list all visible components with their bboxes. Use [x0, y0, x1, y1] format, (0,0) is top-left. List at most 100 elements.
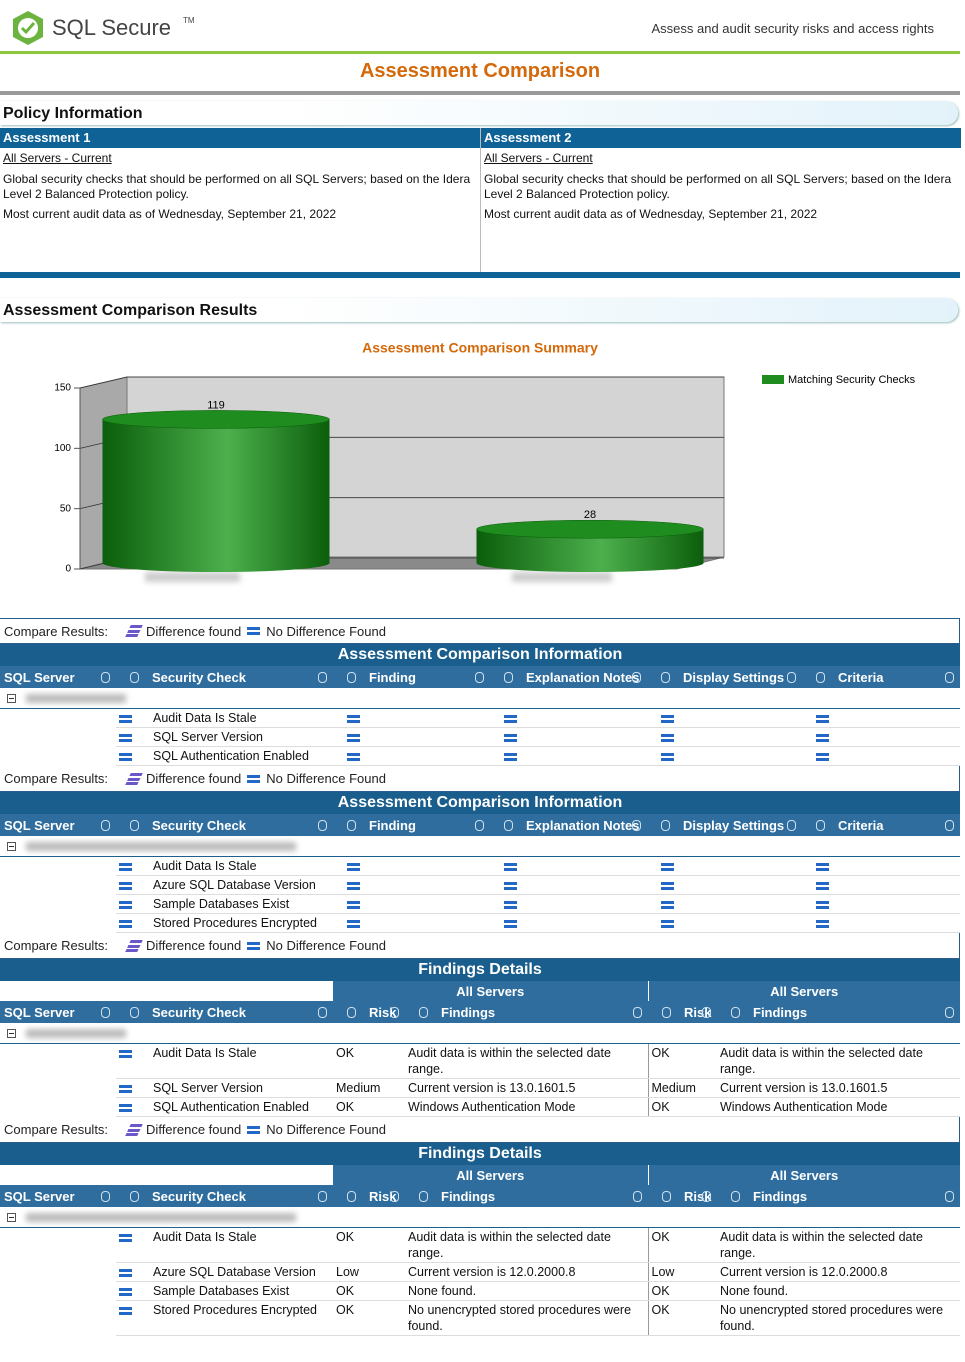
- status-icon: [119, 862, 132, 871]
- server-row: [0, 1207, 960, 1228]
- empty-cell: [0, 914, 116, 933]
- column-header: Security Check: [116, 814, 333, 836]
- column-header: Criteria: [802, 814, 960, 836]
- findings: Windows Authentication Mode: [717, 1097, 960, 1117]
- expand-toggle[interactable]: [7, 694, 16, 704]
- legend-label: Matching Security Checks: [788, 374, 916, 386]
- check-name: Stored Procedures Encrypted: [153, 916, 317, 930]
- column-label: Explanation Notes: [526, 669, 640, 685]
- section-title: Findings Details: [0, 1143, 960, 1165]
- risk: OK: [647, 1097, 717, 1117]
- check-name: SQL Server Version: [153, 730, 264, 744]
- sort-icon: [702, 1191, 711, 1202]
- status-cell: [802, 727, 960, 747]
- status-icon: [816, 881, 829, 890]
- compare-legend: Compare Results: Difference found No Diffe…: [0, 766, 960, 792]
- y-tick-label: 100: [54, 443, 71, 454]
- status-icon: [504, 714, 517, 723]
- column-header: Risk: [648, 1001, 717, 1023]
- value-label: 28: [584, 509, 596, 521]
- column-label: Display Settings: [683, 817, 785, 833]
- security-check: Stored Procedures Encrypted: [116, 913, 333, 933]
- sort-icon: [130, 672, 139, 683]
- status-icon: [347, 752, 360, 761]
- server-row: [0, 836, 960, 857]
- status-icon: [816, 900, 829, 909]
- status-icon: [661, 881, 674, 890]
- check-name: Stored Procedures Encrypted: [153, 1303, 317, 1317]
- status-cell: [490, 913, 647, 933]
- blurred-label: [512, 572, 612, 582]
- bar-top: [476, 519, 704, 539]
- sort-icon: [130, 1191, 139, 1202]
- status-cell: [802, 894, 960, 914]
- security-check: Audit Data Is Stale: [116, 856, 333, 876]
- policy-link[interactable]: All Servers - Current: [3, 151, 112, 165]
- policy-rule: [0, 272, 960, 278]
- status-icon: [347, 900, 360, 909]
- status-icon: [816, 919, 829, 928]
- compare-legend: Compare Results: Difference found No Diffe…: [0, 933, 960, 959]
- data-row: SQL Authentication Enabled OK Windows Auth…: [0, 1097, 960, 1117]
- no-difference-icon: [247, 774, 261, 783]
- status-cell: [802, 746, 960, 766]
- legend-text: Difference found: [146, 771, 242, 786]
- risk: OK: [647, 1281, 717, 1301]
- policy-link[interactable]: All Servers - Current: [484, 151, 593, 165]
- status-cell: [802, 708, 960, 728]
- risk: Medium: [647, 1078, 717, 1098]
- legend-text: No Difference Found: [266, 1122, 386, 1137]
- no-difference-icon: [247, 627, 261, 635]
- column-label: Criteria: [838, 817, 884, 833]
- server-name: [26, 694, 126, 704]
- sort-icon: [702, 1007, 711, 1018]
- expand-toggle[interactable]: [7, 842, 16, 852]
- server-cell: [0, 1023, 960, 1044]
- status-cell: [490, 894, 647, 914]
- column-header: Risk: [333, 1001, 405, 1023]
- data-row: Stored Procedures Encrypted: [0, 913, 960, 933]
- expand-toggle[interactable]: [7, 1029, 16, 1039]
- sort-icon: [504, 672, 513, 683]
- sort-icon: [945, 820, 954, 831]
- status-icon: [504, 862, 517, 871]
- column-header: Findings: [717, 1001, 960, 1023]
- status-icon: [119, 714, 132, 723]
- sort-icon: [347, 1007, 356, 1018]
- column-label: SQL Server: [4, 669, 75, 685]
- difference-icon: [125, 939, 143, 952]
- group-header: All Servers: [333, 1165, 649, 1185]
- findings: Current version is 12.0.2000.8: [717, 1262, 960, 1282]
- logo-icon: [13, 11, 43, 45]
- page-title: Assessment Comparison: [359, 60, 601, 82]
- group-header: All Servers: [648, 981, 960, 1001]
- findings: Current version is 13.0.1601.5: [717, 1078, 960, 1098]
- column-header: Findings: [405, 1185, 648, 1207]
- audit-date: Most current audit data as of Wednesday,…: [3, 207, 337, 221]
- header-row: SQL Server Security Check Finding Explanati…: [0, 666, 960, 688]
- sort-icon: [101, 820, 110, 831]
- expand-toggle[interactable]: [7, 1213, 16, 1223]
- column-label: Security Check: [152, 817, 246, 833]
- legend-label: Compare Results:: [4, 771, 109, 786]
- security-check: SQL Server Version: [116, 1078, 333, 1098]
- sort-icon: [816, 672, 825, 683]
- status-icon: [816, 862, 829, 871]
- data-row: Audit Data Is Stale: [0, 856, 960, 876]
- column-header: Findings: [717, 1185, 960, 1207]
- status-cell: [333, 875, 490, 895]
- status-icon: [119, 1233, 132, 1242]
- column-header: Findings: [405, 1001, 648, 1023]
- header-row: SQL Server Security Check Risk Findings Risk…: [0, 1185, 960, 1207]
- column-label: Risk: [369, 1004, 397, 1020]
- section-heading: Policy Information: [0, 101, 958, 125]
- column-header: Display Settings: [647, 814, 802, 836]
- sort-icon: [419, 1007, 428, 1018]
- policy-column: Assessment 1 All Servers - Current Globa…: [0, 128, 480, 272]
- server-name: [26, 1213, 296, 1223]
- sort-icon: [816, 820, 825, 831]
- column-header: Risk: [333, 1185, 405, 1207]
- status-cell: [647, 727, 802, 747]
- status-icon: [119, 1287, 132, 1296]
- blank-header: [0, 981, 333, 1001]
